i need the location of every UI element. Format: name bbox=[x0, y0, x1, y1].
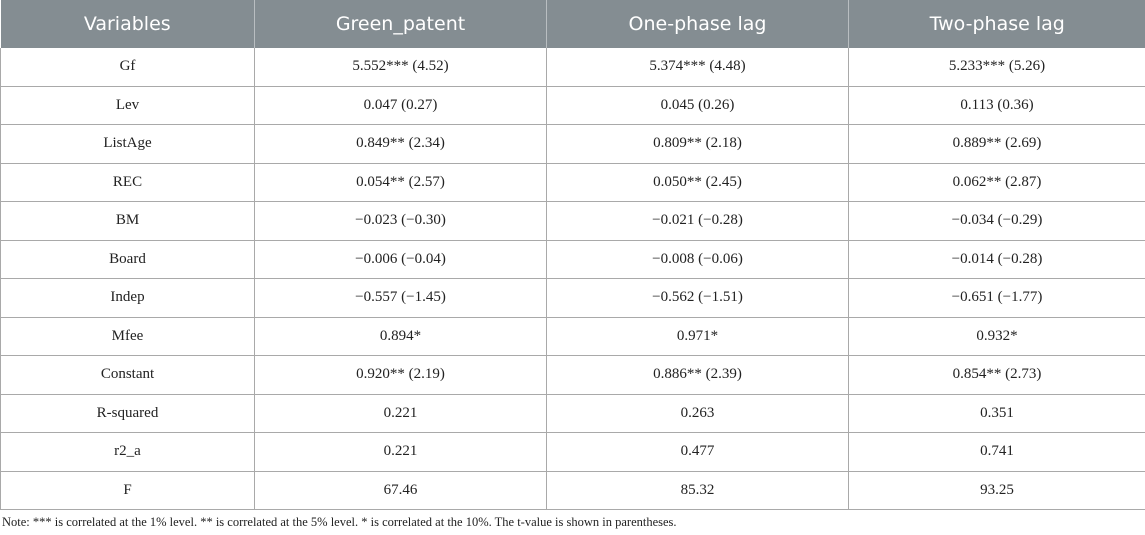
value-cell: 0.854** (2.73) bbox=[848, 355, 1145, 395]
value-cell: 0.932* bbox=[848, 316, 1145, 356]
value-cell: −0.008 (−0.06) bbox=[546, 239, 849, 279]
header-one-phase-lag: One-phase lag bbox=[546, 0, 849, 48]
row-label-cell: F bbox=[0, 470, 255, 510]
table-row: Indep −0.557 (−1.45) −0.562 (−1.51) −0.651 … bbox=[0, 278, 1145, 318]
table-row: Constant 0.920** (2.19) 0.886** (2.39) 0.85… bbox=[0, 355, 1145, 395]
value-cell: 0.062** (2.87) bbox=[848, 162, 1145, 202]
value-cell: 0.221 bbox=[254, 432, 547, 472]
value-cell: 0.889** (2.69) bbox=[848, 124, 1145, 164]
value-cell: 0.809** (2.18) bbox=[546, 124, 849, 164]
value-cell: 5.233*** (5.26) bbox=[848, 48, 1145, 87]
regression-table: Variables Green_patent One-phase lag Two… bbox=[0, 0, 1145, 510]
row-label-cell: R-squared bbox=[0, 393, 255, 433]
value-cell: 93.25 bbox=[848, 470, 1145, 510]
value-cell: 5.552*** (4.52) bbox=[254, 48, 547, 87]
row-label-cell: Constant bbox=[0, 355, 255, 395]
value-cell: 0.920** (2.19) bbox=[254, 355, 547, 395]
table-row: F 67.46 85.32 93.25 bbox=[0, 470, 1145, 510]
row-label-cell: Board bbox=[0, 239, 255, 279]
value-cell: −0.021 (−0.28) bbox=[546, 201, 849, 241]
value-cell: 0.741 bbox=[848, 432, 1145, 472]
value-cell: −0.562 (−1.51) bbox=[546, 278, 849, 318]
row-label-cell: Mfee bbox=[0, 316, 255, 356]
table-note: Note: *** is correlated at the 1% level.… bbox=[2, 515, 677, 529]
table-row: Lev 0.047 (0.27) 0.045 (0.26) 0.113 (0.36) bbox=[0, 85, 1145, 125]
row-label-cell: ListAge bbox=[0, 124, 255, 164]
value-cell: 0.047 (0.27) bbox=[254, 85, 547, 125]
value-cell: 5.374*** (4.48) bbox=[546, 48, 849, 87]
table-row: Gf 5.552*** (4.52) 5.374*** (4.48) 5.233***… bbox=[0, 48, 1145, 87]
value-cell: 0.221 bbox=[254, 393, 547, 433]
value-cell: 85.32 bbox=[546, 470, 849, 510]
value-cell: 0.263 bbox=[546, 393, 849, 433]
value-cell: −0.006 (−0.04) bbox=[254, 239, 547, 279]
table-row: ListAge 0.849** (2.34) 0.809** (2.18) 0.889… bbox=[0, 124, 1145, 164]
value-cell: 0.477 bbox=[546, 432, 849, 472]
table-row: R-squared 0.221 0.263 0.351 bbox=[0, 393, 1145, 433]
table-row: REC 0.054** (2.57) 0.050** (2.45) 0.062** (… bbox=[0, 162, 1145, 202]
header-green-patent: Green_patent bbox=[254, 0, 547, 48]
header-two-phase-lag: Two-phase lag bbox=[848, 0, 1145, 48]
row-label-cell: Gf bbox=[0, 48, 255, 87]
value-cell: 0.886** (2.39) bbox=[546, 355, 849, 395]
value-cell: 0.045 (0.26) bbox=[546, 85, 849, 125]
row-label-cell: Indep bbox=[0, 278, 255, 318]
table-row: Board −0.006 (−0.04) −0.008 (−0.06) −0.014 … bbox=[0, 239, 1145, 279]
table-body: Gf 5.552*** (4.52) 5.374*** (4.48) 5.233***… bbox=[0, 48, 1145, 510]
table-row: r2_a 0.221 0.477 0.741 bbox=[0, 432, 1145, 472]
value-cell: 0.050** (2.45) bbox=[546, 162, 849, 202]
header-row: Variables Green_patent One-phase lag Two… bbox=[0, 0, 1145, 48]
table-row: Mfee 0.894* 0.971* 0.932* bbox=[0, 316, 1145, 356]
table-row: BM −0.023 (−0.30) −0.021 (−0.28) −0.034 (−0… bbox=[0, 201, 1145, 241]
value-cell: 67.46 bbox=[254, 470, 547, 510]
value-cell: 0.971* bbox=[546, 316, 849, 356]
value-cell: −0.557 (−1.45) bbox=[254, 278, 547, 318]
row-label-cell: r2_a bbox=[0, 432, 255, 472]
row-label-cell: BM bbox=[0, 201, 255, 241]
header-variables: Variables bbox=[0, 0, 255, 48]
value-cell: −0.023 (−0.30) bbox=[254, 201, 547, 241]
value-cell: −0.034 (−0.29) bbox=[848, 201, 1145, 241]
row-label-cell: Lev bbox=[0, 85, 255, 125]
value-cell: 0.113 (0.36) bbox=[848, 85, 1145, 125]
value-cell: −0.014 (−0.28) bbox=[848, 239, 1145, 279]
value-cell: −0.651 (−1.77) bbox=[848, 278, 1145, 318]
value-cell: 0.054** (2.57) bbox=[254, 162, 547, 202]
value-cell: 0.894* bbox=[254, 316, 547, 356]
row-label-cell: REC bbox=[0, 162, 255, 202]
value-cell: 0.849** (2.34) bbox=[254, 124, 547, 164]
value-cell: 0.351 bbox=[848, 393, 1145, 433]
